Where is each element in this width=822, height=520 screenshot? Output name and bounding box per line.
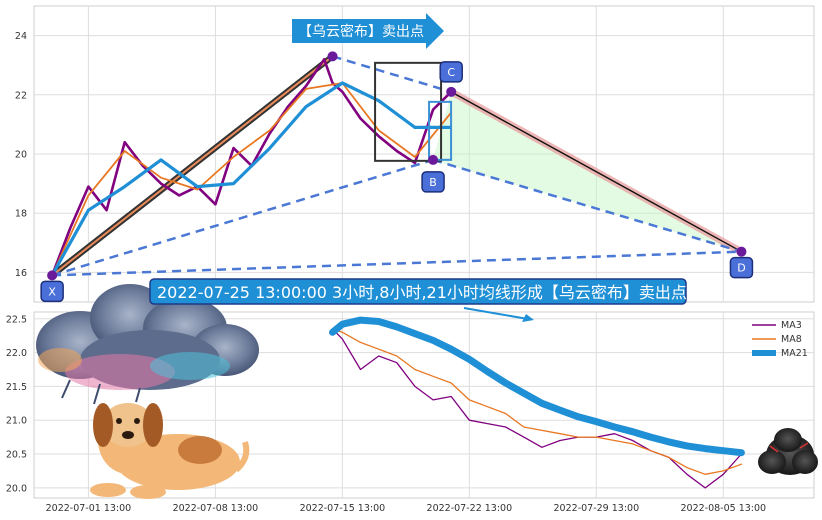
ma21-line (329, 316, 745, 457)
sell-annotation-top: 【乌云密布】卖出点 (292, 13, 444, 49)
legend-ma21-label: MA21 (781, 348, 808, 359)
point-x-marker (47, 270, 58, 281)
x-tick-label: 2022-07-15 13:00 (300, 503, 386, 514)
axis-ticks: 2022-07-01 13:00 2022-07-08 13:00 2022-07-… (6, 31, 766, 514)
bd-dashed-line (432, 158, 742, 253)
dog-illustration (90, 403, 250, 499)
point-x-label: X (48, 285, 56, 298)
point-d-marker (736, 246, 747, 257)
signal-box-small (428, 100, 453, 161)
cd-line (450, 91, 742, 253)
price-y-tick-label: 24 (15, 31, 27, 42)
point-c-marker (446, 86, 457, 97)
price-ma3-line (51, 82, 452, 276)
legend-ma3-label: MA3 (781, 320, 802, 331)
price-y-tick-label: 20 (15, 150, 27, 161)
x-tick-label: 2022-07-29 13:00 (554, 503, 640, 514)
ma3-line (331, 328, 743, 489)
price-y-tick-label: 16 (15, 268, 27, 279)
sell-annotation-bottom: 2022-07-25 13:00:00 3小时,8小时,21小时均线形成【乌云密… (149, 278, 687, 322)
price-y-tick-label: 22 (15, 90, 27, 101)
annotation-top-text: 【乌云密布】卖出点 (298, 23, 424, 40)
ma-y-tick-label: 21.5 (6, 382, 27, 393)
annotation-bottom-box (149, 278, 687, 305)
annotation-arrow-shape (292, 13, 444, 49)
xa-line (51, 55, 334, 277)
point-b-label-box (421, 171, 445, 193)
x-tick-label: 2022-08-05 13:00 (680, 503, 766, 514)
point-x-label-box (40, 280, 64, 303)
xd-dashed-line (52, 250, 742, 277)
ma-y-tick-label: 22.5 (6, 314, 27, 325)
x-tick-label: 2022-07-22 13:00 (427, 503, 513, 514)
point-c-label-box (439, 61, 463, 83)
xb-dashed-line (51, 158, 434, 277)
point-d-label: D (737, 262, 745, 275)
point-b-label: B (429, 176, 437, 189)
signal-box (374, 61, 443, 162)
price-grid (34, 6, 814, 302)
point-c-label: C (447, 66, 455, 79)
x-tick-label: 2022-07-01 13:00 (46, 503, 132, 514)
ma-series (329, 316, 745, 489)
ma-y-tick-label: 21.0 (6, 416, 27, 427)
annotation-pointer (463, 307, 529, 320)
dark-cloud-illustration (758, 428, 818, 475)
ma-y-tick-label: 20.5 (6, 450, 27, 461)
legend: MA3 MA8 MA21 (752, 320, 808, 359)
point-a-marker (327, 51, 338, 62)
ma8-line (331, 328, 743, 475)
x-tick-label: 2022-07-08 13:00 (173, 503, 259, 514)
legend-ma8-label: MA8 (781, 334, 802, 345)
point-b-marker (428, 154, 439, 165)
point-d-label-box (729, 256, 754, 279)
price-ma21-line (50, 81, 452, 277)
pattern-point-markers: X B C D (40, 51, 754, 303)
ma-y-tick-label: 20.0 (6, 483, 27, 494)
ma-y-tick-label: 22.0 (6, 348, 27, 359)
storm-cloud-illustration (36, 284, 259, 405)
price-y-tick-label: 18 (15, 209, 27, 220)
annotation-pointer-head (522, 314, 534, 322)
annotation-bottom-text: 2022-07-25 13:00:00 3小时,8小时,21小时均线形成【乌云密… (157, 283, 687, 302)
price-series (50, 57, 453, 277)
ac-dashed-line (332, 55, 452, 94)
